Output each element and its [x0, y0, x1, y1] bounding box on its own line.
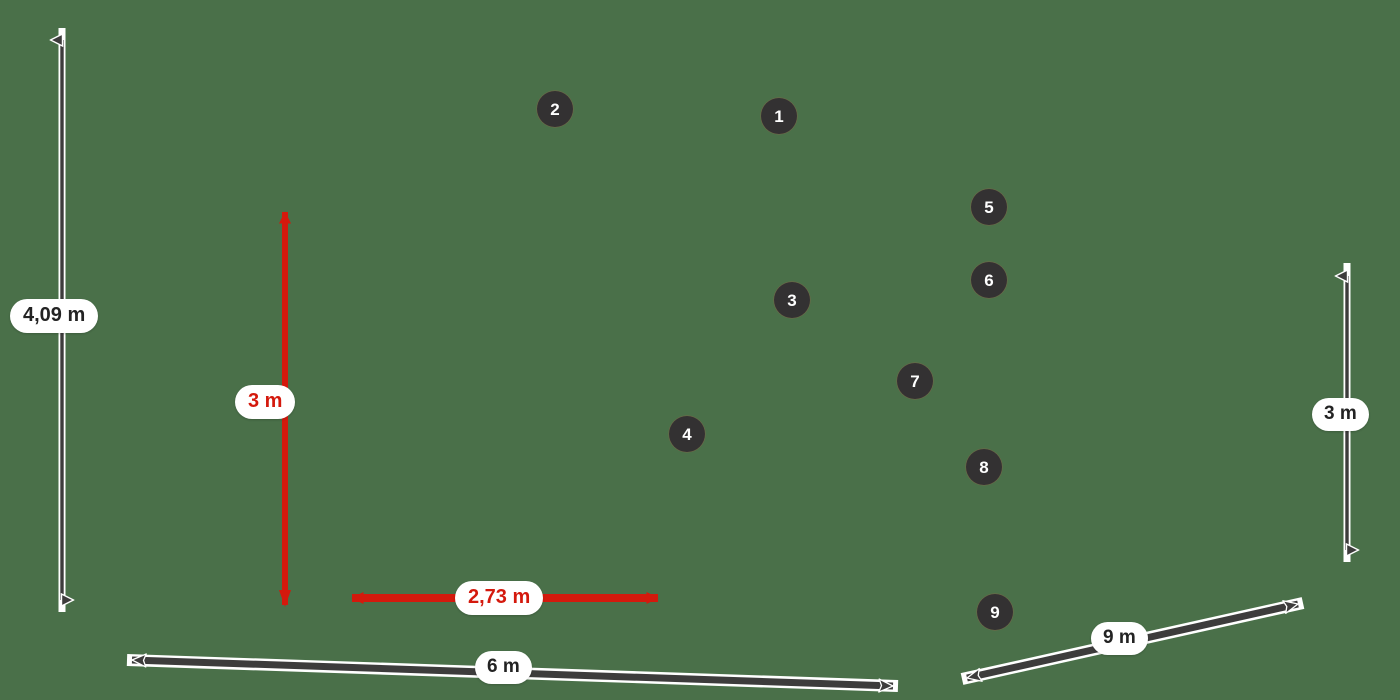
- player-marker-5[interactable]: 5: [971, 189, 1007, 225]
- measurement-label-bottom-right-diagonal[interactable]: 9 m: [1091, 622, 1148, 655]
- measurement-label-inner-vertical-red[interactable]: 3 m: [235, 385, 296, 419]
- player-marker-1[interactable]: 1: [761, 98, 797, 134]
- player-marker-9[interactable]: 9: [977, 594, 1013, 630]
- player-marker-3-label: 3: [787, 290, 797, 310]
- player-marker-7-label: 7: [910, 371, 920, 391]
- measurement-label-right-vertical[interactable]: 3 m: [1312, 398, 1369, 431]
- player-marker-5-label: 5: [984, 197, 994, 217]
- player-marker-3[interactable]: 3: [774, 282, 810, 318]
- player-marker-8[interactable]: 8: [966, 449, 1002, 485]
- player-marker-6-label: 6: [984, 270, 994, 290]
- player-marker-4-label: 4: [682, 424, 692, 444]
- measurement-label-bottom-left-diagonal[interactable]: 6 m: [475, 651, 532, 684]
- player-marker-1-label: 1: [774, 106, 784, 126]
- measurement-label-horizontal-red[interactable]: 2,73 m: [455, 581, 544, 615]
- player-marker-9-label: 9: [990, 602, 1000, 622]
- player-marker-7[interactable]: 7: [897, 363, 933, 399]
- player-marker-6[interactable]: 6: [971, 262, 1007, 298]
- player-marker-2-label: 2: [550, 99, 560, 119]
- player-marker-8-label: 8: [979, 457, 989, 477]
- player-marker-4[interactable]: 4: [669, 416, 705, 452]
- player-marker-2[interactable]: 2: [537, 91, 573, 127]
- measurement-label-left-vertical[interactable]: 4,09 m: [10, 299, 99, 333]
